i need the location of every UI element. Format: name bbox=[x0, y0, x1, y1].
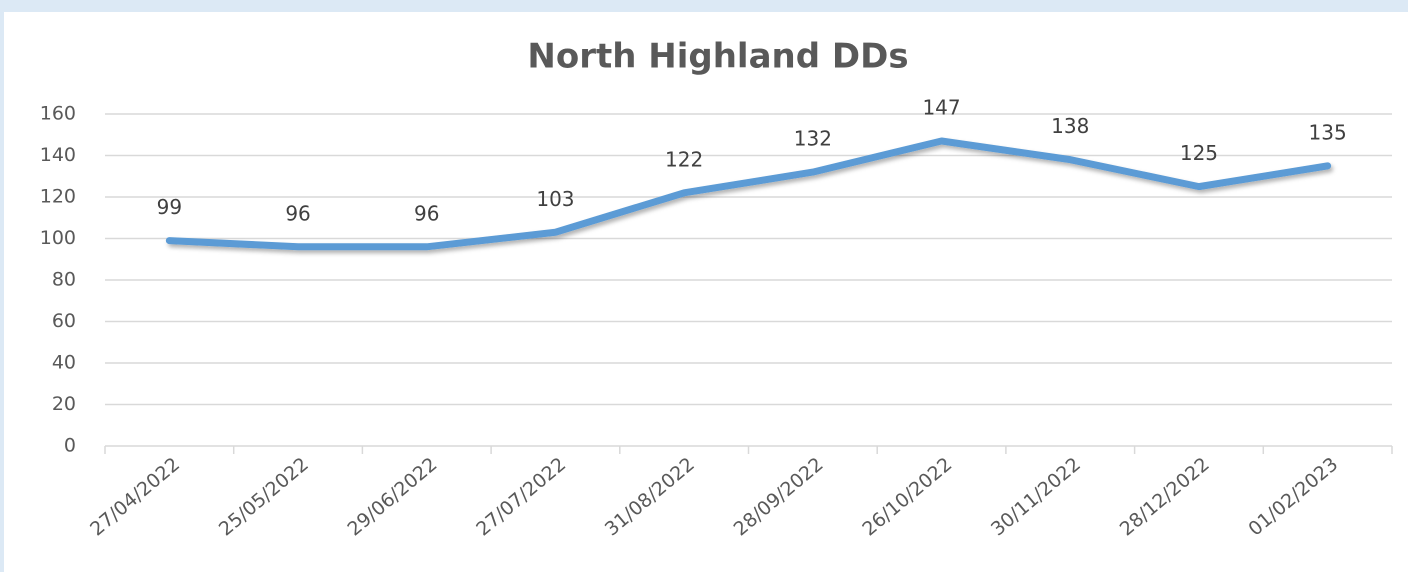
data-label: 122 bbox=[665, 147, 703, 171]
y-tick-label: 20 bbox=[52, 393, 76, 415]
data-label: 135 bbox=[1309, 120, 1347, 144]
data-label: 125 bbox=[1180, 141, 1218, 165]
data-label: 96 bbox=[285, 201, 310, 225]
chart-area bbox=[4, 12, 1408, 572]
y-tick-label: 0 bbox=[64, 435, 76, 457]
y-tick-label: 140 bbox=[40, 144, 76, 166]
data-label: 96 bbox=[414, 201, 439, 225]
y-tick-label: 120 bbox=[40, 186, 76, 208]
y-tick-label: 40 bbox=[52, 352, 76, 374]
data-line bbox=[165, 137, 1332, 251]
y-tick-label: 160 bbox=[40, 103, 76, 125]
y-tick-label: 80 bbox=[52, 269, 76, 291]
chart-title: North Highland DDs bbox=[527, 37, 908, 77]
data-label: 99 bbox=[157, 195, 182, 219]
data-label: 132 bbox=[794, 127, 832, 151]
data-label: 147 bbox=[922, 95, 960, 119]
data-label: 138 bbox=[1051, 114, 1089, 138]
y-tick-label: 100 bbox=[40, 227, 76, 249]
data-label: 103 bbox=[536, 187, 574, 211]
y-tick-label: 60 bbox=[52, 310, 76, 332]
